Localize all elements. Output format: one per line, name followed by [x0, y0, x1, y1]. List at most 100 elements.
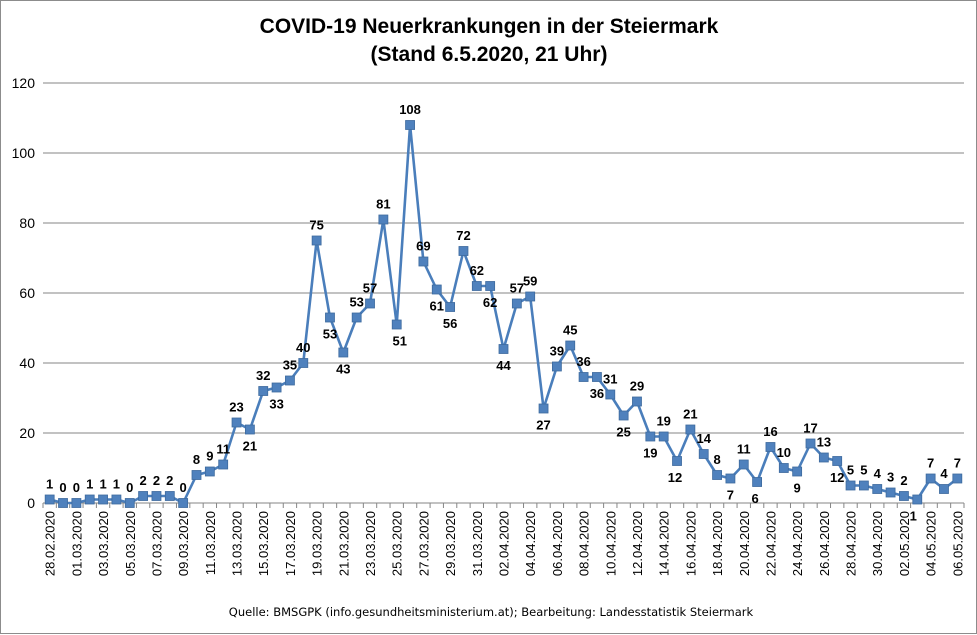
data-point — [351, 312, 362, 323]
data-label: 56 — [443, 316, 457, 331]
data-label: 108 — [399, 102, 421, 117]
data-label: 9 — [206, 449, 213, 464]
data-label: 0 — [126, 480, 133, 495]
data-label: 53 — [323, 327, 337, 342]
data-point — [778, 463, 789, 473]
data-label: 53 — [349, 295, 363, 310]
data-label: 29 — [630, 379, 644, 394]
data-point — [885, 487, 896, 498]
data-label: 32 — [256, 368, 270, 383]
data-point — [285, 375, 295, 386]
data-label: 12 — [830, 470, 844, 485]
data-label: 11 — [737, 442, 751, 457]
data-label: 51 — [392, 334, 406, 349]
x-tick-label: 04.05.2020 — [924, 511, 939, 576]
data-point — [191, 470, 202, 480]
y-tick-label: 0 — [27, 495, 35, 511]
data-label: 36 — [590, 386, 604, 401]
data-point — [111, 494, 122, 505]
data-point — [792, 466, 803, 477]
gridlines — [43, 82, 964, 434]
data-label: 2 — [139, 473, 146, 488]
data-point — [98, 494, 108, 505]
y-tick-label: 20 — [19, 425, 35, 441]
source-note: Quelle: BMSGPK (info.gesundheitsminister… — [229, 605, 754, 619]
data-labels: 1 0 0 1 1 1 0 2 2 2 08 9 112321323335407553435357815… — [46, 102, 961, 524]
data-point — [912, 494, 923, 505]
data-point — [365, 298, 375, 309]
data-point — [939, 484, 949, 494]
data-point — [405, 120, 415, 130]
x-tick-label: 20.04.2020 — [737, 511, 752, 576]
data-label: 40 — [296, 340, 310, 355]
x-tick-label: 06.04.2020 — [550, 511, 565, 576]
x-axis-ticks: 28.02.2020 01.03.2020 03.03.2020 05.03.2020… — [43, 511, 966, 576]
x-tick-label: 28.04.2020 — [844, 511, 859, 576]
x-tick-label: 04.04.2020 — [523, 511, 538, 576]
data-point — [71, 498, 82, 508]
data-label: 25 — [616, 425, 630, 440]
data-point — [218, 459, 229, 470]
x-tick-label: 14.04.2020 — [657, 511, 672, 576]
data-point — [899, 491, 909, 501]
x-tick-label: 31.03.2020 — [470, 511, 485, 576]
data-label: 33 — [269, 397, 283, 412]
x-tick-label: 23.03.2020 — [363, 511, 378, 576]
data-point — [498, 344, 509, 354]
data-point — [84, 494, 95, 505]
data-label: 19 — [643, 446, 657, 461]
y-tick-label: 120 — [12, 75, 36, 91]
x-tick-label: 19.03.2020 — [310, 511, 325, 576]
data-label: 62 — [470, 263, 484, 278]
data-point — [311, 235, 322, 246]
data-label: 75 — [309, 218, 323, 233]
x-tick-label: 08.04.2020 — [577, 511, 592, 576]
data-label: 1 — [46, 477, 53, 492]
data-point — [258, 386, 269, 396]
data-label: 5 — [860, 463, 867, 478]
data-point — [738, 459, 749, 470]
x-tick-label: 01.03.2020 — [69, 511, 84, 576]
x-tick-label: 30.04.2020 — [870, 511, 885, 576]
x-tick-label: 16.04.2020 — [683, 511, 698, 576]
data-point — [124, 498, 135, 508]
data-label: 44 — [496, 358, 511, 373]
data-label: 5 — [847, 463, 854, 478]
x-tick-label: 11.03.2020 — [203, 511, 218, 575]
x-axis — [42, 502, 965, 508]
x-tick-label: 18.04.2020 — [710, 511, 725, 576]
data-point — [752, 477, 763, 487]
x-tick-label: 07.03.2020 — [149, 511, 164, 576]
x-tick-label: 15.03.2020 — [256, 511, 271, 576]
data-point — [658, 431, 669, 442]
data-label: 19 — [656, 414, 670, 429]
data-label: 7 — [727, 488, 734, 503]
data-point — [471, 281, 482, 291]
data-point — [485, 281, 496, 291]
x-tick-label: 13.03.2020 — [230, 511, 245, 576]
data-label: 4 — [940, 466, 948, 481]
data-label: 17 — [803, 421, 817, 436]
data-label: 31 — [603, 372, 617, 387]
data-point — [645, 431, 656, 442]
data-point — [565, 340, 576, 351]
data-point — [164, 491, 175, 501]
data-label: 69 — [416, 239, 430, 254]
data-point — [431, 284, 442, 295]
data-point — [511, 298, 522, 309]
x-tick-label: 22.04.2020 — [763, 511, 778, 576]
data-point — [605, 389, 616, 400]
data-label: 7 — [954, 456, 961, 471]
data-label: 72 — [456, 228, 470, 243]
data-point — [551, 361, 562, 372]
x-tick-label: 03.03.2020 — [96, 511, 111, 576]
data-label: 16 — [763, 424, 777, 439]
x-tick-label: 02.04.2020 — [497, 511, 512, 576]
data-label: 1 — [910, 509, 917, 524]
x-tick-label: 17.03.2020 — [283, 511, 298, 576]
data-label: 2 — [153, 473, 160, 488]
data-point — [445, 302, 456, 312]
data-point — [858, 480, 869, 491]
data-point — [271, 382, 282, 393]
